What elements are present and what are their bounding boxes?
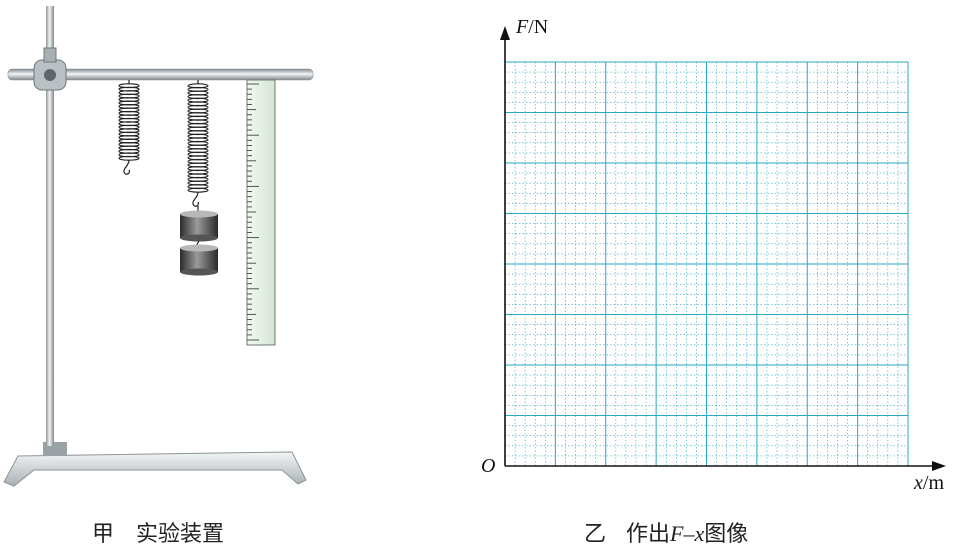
caption-apparatus: 甲实验装置 bbox=[92, 516, 224, 548]
hanging-weight-lower bbox=[180, 244, 218, 276]
caption-apparatus-text: 实验装置 bbox=[136, 521, 225, 546]
spring-unloaded bbox=[118, 80, 140, 175]
caption-graph-suffix: 图像 bbox=[704, 521, 749, 546]
clamp bbox=[33, 47, 67, 91]
horizontal-bar bbox=[7, 68, 314, 81]
caption-graph-tag: 乙 bbox=[584, 521, 607, 546]
caption-graph-dash: – bbox=[683, 521, 695, 546]
f-axis-unit: /N bbox=[528, 16, 549, 38]
origin-label: O bbox=[481, 455, 496, 477]
grid-paper bbox=[504, 61, 909, 467]
hanging-weight-upper bbox=[180, 206, 218, 242]
x-axis bbox=[505, 461, 946, 471]
f-axis-var: F bbox=[516, 16, 529, 38]
apparatus-illustration bbox=[3, 6, 314, 487]
caption-graph: 乙作出F–x图像 bbox=[584, 516, 748, 548]
caption-apparatus-tag: 甲 bbox=[92, 521, 115, 546]
vertical-rod bbox=[46, 6, 54, 446]
x-axis-label: x/m bbox=[914, 472, 944, 495]
stand-base bbox=[3, 451, 307, 487]
x-axis-var: x bbox=[914, 472, 923, 494]
f-axis-label: F/N bbox=[516, 16, 548, 39]
spring-loaded bbox=[187, 80, 209, 207]
vertical-ruler bbox=[246, 79, 276, 346]
caption-graph-text: 作出 bbox=[626, 521, 671, 546]
caption-graph-var-x: x bbox=[694, 521, 705, 546]
f-axis bbox=[500, 26, 510, 466]
x-axis-unit: /m bbox=[922, 472, 945, 494]
caption-graph-var-f: F bbox=[670, 521, 684, 546]
